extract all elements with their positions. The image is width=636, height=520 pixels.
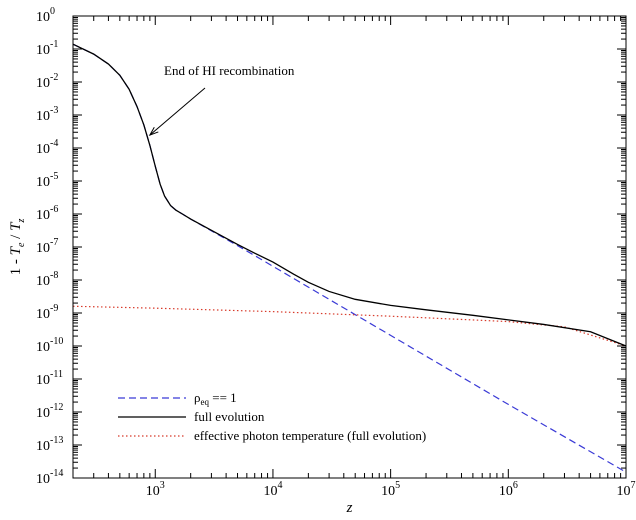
tick-marks (72, 16, 627, 479)
series-line-solid (72, 43, 627, 347)
y-tick-label: 10-13 (36, 435, 63, 454)
y-tick-labels: 100 10-1 10-2 10-3 10-4 10-5 10-6 10-7 10-8 10-9 1… (36, 6, 63, 487)
series-line-dotted (72, 305, 627, 347)
legend-label-effective-photon-temperature: effective photon temperature (full evolu… (194, 428, 426, 443)
series-line-dashed (72, 43, 627, 473)
y-tick-label: 10-11 (36, 369, 63, 388)
x-tick-label: 104 (263, 480, 282, 499)
y-tick-label: 10-9 (36, 303, 58, 322)
y-tick-label: 10-3 (36, 105, 58, 124)
legend: ρeq == 1 full evolution effective photon… (118, 390, 426, 443)
x-axis-label: z (346, 500, 353, 516)
y-tick-label: 10-2 (36, 72, 58, 91)
y-tick-label: 10-14 (36, 468, 63, 487)
y-tick-label: 10-6 (36, 204, 58, 223)
annotation: End of HI recombination (148, 63, 295, 137)
plot-frame (72, 15, 627, 479)
y-tick-label: 100 (36, 6, 55, 25)
legend-label-full-evolution: full evolution (194, 409, 265, 424)
y-tick-label: 10-1 (36, 39, 58, 58)
y-tick-label: 10-8 (36, 270, 58, 289)
x-tick-label: 107 (617, 480, 636, 499)
annotation-arrowhead (148, 126, 159, 137)
x-tick-label: 105 (381, 480, 400, 499)
legend-entry-rho-eq: ρeq == 1 (118, 390, 237, 407)
y-tick-label: 10-12 (36, 402, 63, 421)
y-tick-label: 10-5 (36, 171, 58, 190)
x-tick-labels: 103 104 105 106 107 (146, 480, 636, 499)
annotation-arrow (149, 87, 206, 136)
y-tick-label: 10-10 (36, 336, 63, 355)
legend-entry-full-evolution: full evolution (118, 409, 265, 424)
annotation-text: End of HI recombination (164, 63, 295, 78)
x-tick-label: 103 (146, 480, 165, 499)
x-tick-label: 106 (499, 480, 518, 499)
y-axis-label: 1 - Te / Tz (8, 219, 27, 276)
y-tick-label: 10-4 (36, 138, 58, 157)
y-tick-label: 10-7 (36, 237, 58, 256)
legend-label-rho-eq: ρeq == 1 (194, 390, 237, 407)
legend-entry-effective-photon-temperature: effective photon temperature (full evolu… (118, 428, 426, 443)
plot-series (72, 43, 627, 473)
